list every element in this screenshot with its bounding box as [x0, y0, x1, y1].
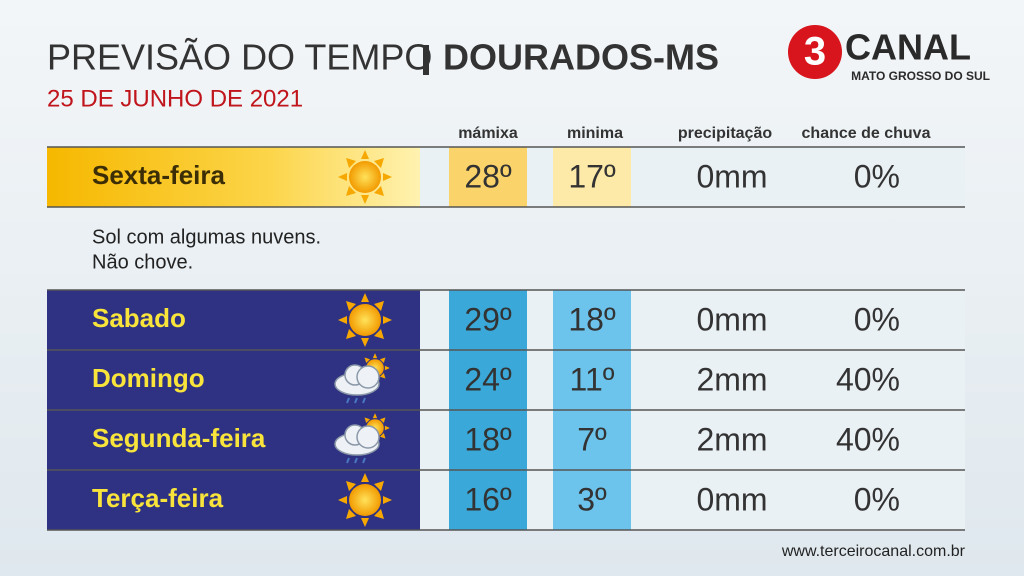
max-cell	[449, 470, 527, 530]
column-header: minima	[567, 125, 623, 142]
cell-value: 0mm	[696, 481, 767, 517]
cell-value: 2mm	[696, 361, 767, 397]
logo-circle	[788, 25, 842, 79]
column-header: chance de chuva	[802, 125, 931, 142]
location: DOURADOS-MS	[443, 37, 719, 78]
min-cell	[553, 410, 631, 470]
cell-value: 18º	[568, 301, 616, 337]
cell-value: 17º	[568, 158, 616, 194]
logo-region: MATO GROSSO DO SUL	[851, 69, 990, 83]
cell-value: 0%	[854, 158, 900, 194]
max-cell	[449, 290, 527, 350]
cell-value: 40%	[836, 421, 900, 457]
cell-value: 0%	[854, 481, 900, 517]
max-cell	[449, 147, 527, 207]
day-name: Sexta-feira	[92, 160, 225, 190]
cell-value: 2mm	[696, 421, 767, 457]
column-header: mámixa	[458, 125, 518, 142]
logo-number: 3	[804, 30, 826, 74]
cell-value: 18º	[464, 421, 512, 457]
cell-value: 7º	[577, 421, 607, 457]
min-cell	[553, 350, 631, 410]
sun-icon	[338, 473, 392, 527]
cell-value: 11º	[570, 361, 615, 397]
cell-value: 40%	[836, 361, 900, 397]
sun-icon	[338, 293, 392, 347]
max-cell	[449, 350, 527, 410]
min-cell	[553, 470, 631, 530]
logo-name: CANAL	[845, 27, 971, 68]
day-name: Sabado	[92, 303, 186, 333]
min-cell	[553, 290, 631, 350]
day-name: Terça-feira	[92, 483, 224, 513]
description: Sol com algumas nuvens.	[92, 226, 321, 248]
footer-url: www.terceirocanal.com.br	[781, 543, 966, 560]
day-name: Segunda-feira	[92, 423, 266, 453]
cell-value: 3º	[577, 481, 607, 517]
separator	[423, 45, 429, 75]
cell-value: 0mm	[696, 301, 767, 337]
cell-value: 24º	[464, 361, 512, 397]
cell-value: 16º	[464, 481, 512, 517]
cell-value: 29º	[464, 301, 512, 337]
day-name: Domingo	[92, 363, 205, 393]
cell-value: 28º	[464, 158, 512, 194]
title: PREVISÃO DO TEMPO	[47, 37, 432, 78]
cell-value: 0mm	[696, 158, 767, 194]
date: 25 DE JUNHO DE 2021	[47, 85, 303, 112]
min-cell	[553, 147, 631, 207]
sun-icon	[338, 150, 392, 204]
column-header: precipitação	[678, 125, 772, 142]
cell-value: 0%	[854, 301, 900, 337]
description: Não chove.	[92, 251, 193, 273]
max-cell	[449, 410, 527, 470]
